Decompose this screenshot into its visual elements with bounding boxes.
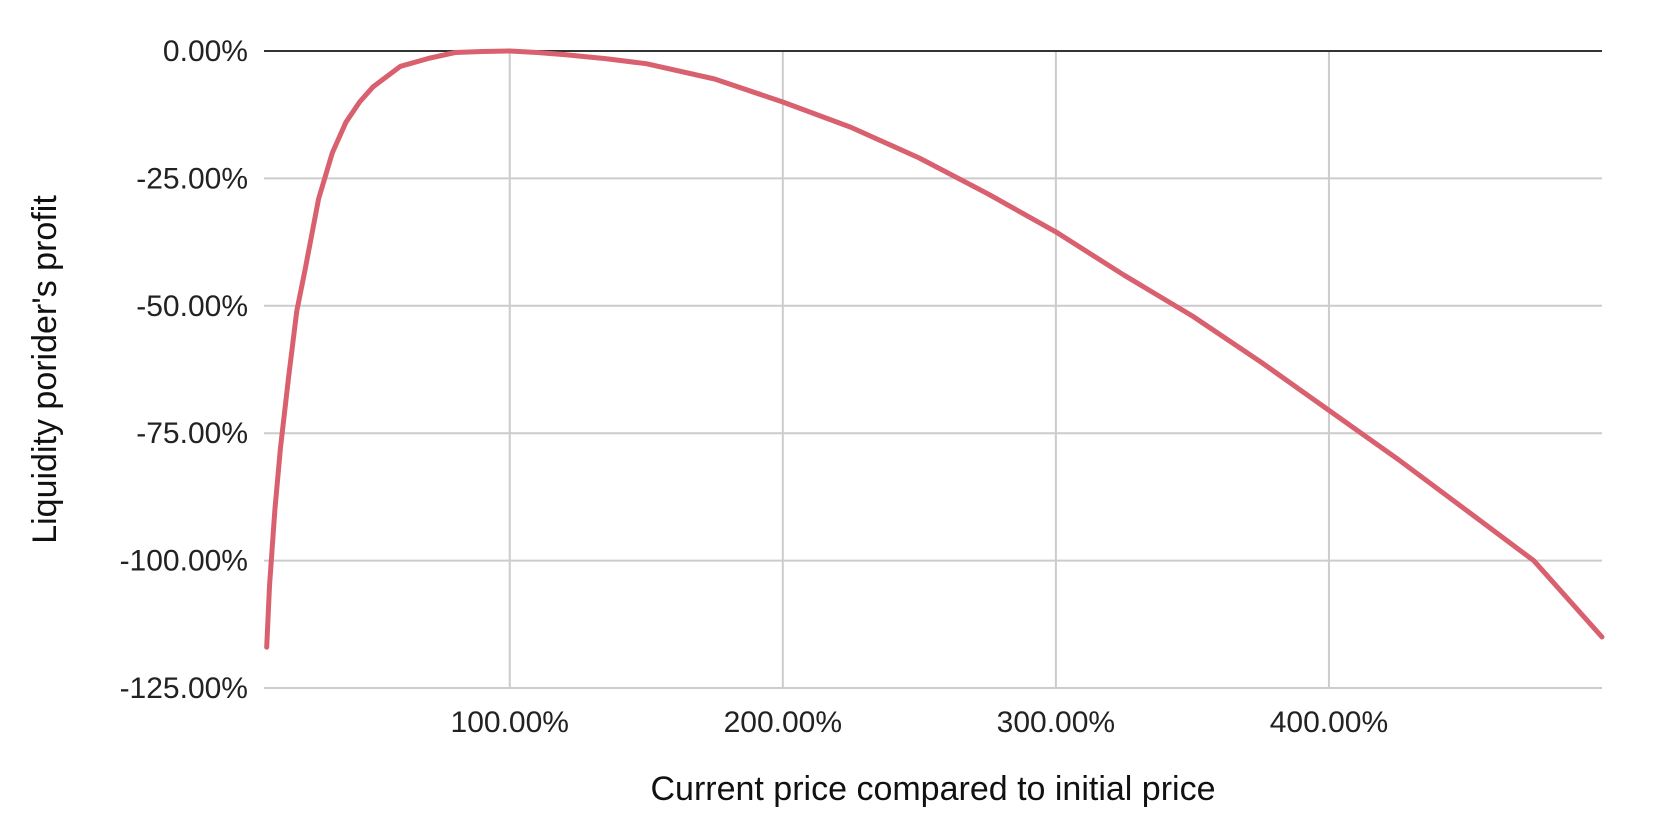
y-tick-label: -75.00%	[136, 417, 248, 450]
y-tick-label: -50.00%	[136, 290, 248, 323]
y-tick-labels: 0.00% -25.00% -50.00% -75.00% -100.00% -125.0…	[120, 35, 248, 705]
x-tick-labels: 100.00% 200.00% 300.00% 400.00%	[451, 706, 1389, 739]
x-tick-label: 300.00%	[997, 706, 1115, 739]
y-tick-label: -125.00%	[120, 672, 248, 705]
series-layer	[264, 48, 1605, 650]
y-gridlines	[264, 50, 1602, 689]
x-axis-title: Current price compared to initial price	[650, 770, 1215, 808]
y-tick-label: -100.00%	[120, 545, 248, 578]
x-tick-label: 200.00%	[724, 706, 842, 739]
y-tick-label: -25.00%	[136, 162, 248, 195]
y-axis-title: Liquidity porider's profit	[26, 195, 64, 544]
y-tick-label: 0.00%	[163, 35, 248, 68]
x-gridlines	[508, 51, 1330, 688]
x-tick-label: 400.00%	[1270, 706, 1388, 739]
x-tick-label: 100.00%	[451, 706, 569, 739]
series-line	[264, 48, 1605, 650]
